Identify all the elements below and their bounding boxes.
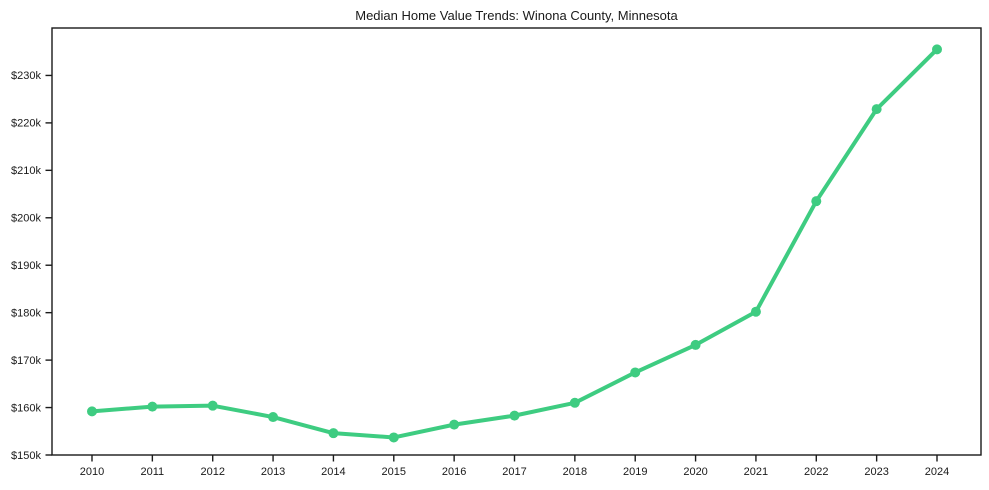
data-point-2020 (690, 339, 701, 350)
data-point-2019 (630, 367, 641, 378)
x-axis-tick-label: 2015 (382, 466, 406, 478)
x-axis-tick-label: 2017 (502, 466, 526, 478)
plot-area-border (51, 27, 982, 456)
data-point-2012 (207, 400, 218, 411)
y-axis-tick-label: $160k (11, 402, 41, 414)
data-point-2013 (268, 412, 279, 423)
x-axis-tick-label: 2022 (804, 466, 828, 478)
y-axis-tick-label: $210k (11, 165, 41, 177)
x-axis-tick-label: 2013 (261, 466, 285, 478)
data-point-2011 (147, 401, 158, 412)
y-axis-tick-label: $230k (11, 70, 41, 82)
x-axis-tick-label: 2010 (80, 466, 104, 478)
x-axis-tick-label: 2011 (141, 466, 165, 478)
x-axis-tick-label: 2016 (442, 466, 466, 478)
data-point-2014 (328, 428, 339, 439)
x-axis-tick-label: 2018 (563, 466, 587, 478)
data-point-2016 (449, 419, 460, 430)
x-axis-tick-label: 2021 (744, 466, 768, 478)
y-axis-tick-label: $180k (11, 307, 41, 319)
data-point-2022 (811, 196, 822, 207)
plot-area: $150k $160k $170k $180k $190k $200k $210k $220k… (11, 44, 949, 478)
data-point-2015 (388, 432, 399, 443)
x-axis-tick-label: 2024 (925, 466, 949, 478)
data-point-2023 (871, 104, 882, 115)
x-axis-tick-label: 2019 (623, 466, 647, 478)
y-axis-tick-label: $170k (11, 355, 41, 367)
x-axis-tick-label: 2020 (683, 466, 707, 478)
data-point-2018 (569, 397, 580, 408)
y-axis-tick-label: $220k (11, 118, 41, 130)
data-point-2021 (750, 306, 761, 317)
y-axis-tick-label: $150k (11, 450, 41, 462)
data-point-2010 (87, 406, 97, 417)
x-axis-tick-label: 2014 (321, 466, 345, 478)
data-point-2017 (509, 410, 520, 421)
chart-title: Median Home Value Trends: Winona County,… (355, 8, 678, 23)
data-point-2024 (932, 44, 942, 55)
y-axis-tick-label: $190k (11, 260, 41, 272)
y-axis-tick-label: $200k (11, 213, 41, 225)
data-line (90, 47, 939, 440)
x-axis-tick-label: 2012 (200, 466, 224, 478)
x-axis-tick-label: 2023 (864, 466, 888, 478)
